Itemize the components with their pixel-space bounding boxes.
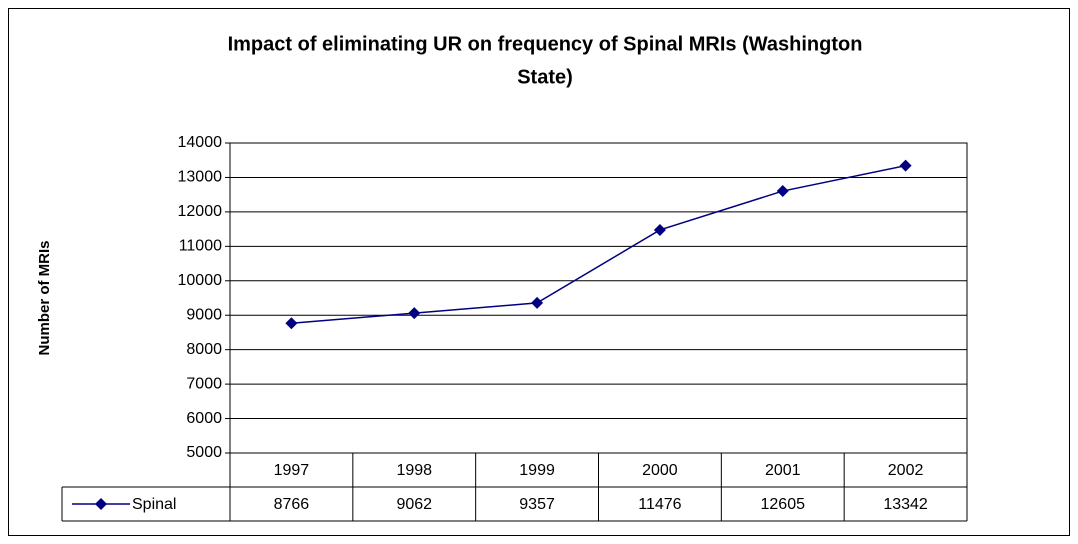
data-point xyxy=(899,159,912,172)
series-line xyxy=(291,164,906,325)
y-tick-label: 12000 xyxy=(178,203,223,220)
table-value: 12605 xyxy=(761,496,806,513)
y-tick-label: 5000 xyxy=(186,444,222,461)
y-tick-label: 6000 xyxy=(186,410,222,427)
data-point xyxy=(653,223,666,236)
x-tick-label: 2002 xyxy=(888,462,924,479)
chart-title: State) xyxy=(517,66,573,88)
x-tick-label: 2000 xyxy=(642,462,678,479)
data-point xyxy=(776,185,789,198)
legend-label: Spinal xyxy=(132,496,176,513)
table-value: 8766 xyxy=(274,496,310,513)
y-tick-label: 14000 xyxy=(178,134,223,151)
y-tick-label: 13000 xyxy=(178,169,223,186)
x-tick-label: 1998 xyxy=(396,462,432,479)
plot-area xyxy=(229,142,968,454)
x-tick-label: 2001 xyxy=(765,462,801,479)
y-tick-label: 7000 xyxy=(186,375,222,392)
chart-title: Impact of eliminating UR on frequency of… xyxy=(228,33,863,55)
x-tick-label: 1999 xyxy=(519,462,555,479)
x-tick-label: 1997 xyxy=(274,462,310,479)
data-point xyxy=(408,307,421,320)
y-tick-label: 9000 xyxy=(186,306,222,323)
y-tick-label: 11000 xyxy=(179,238,222,255)
data-point xyxy=(531,296,544,309)
legend-marker xyxy=(95,498,107,510)
table-value: 9357 xyxy=(519,496,555,513)
table-value: 9062 xyxy=(396,496,432,513)
y-tick-label: 8000 xyxy=(186,341,222,358)
y-axis-title: Number of MRIs xyxy=(36,240,53,355)
table-value: 11476 xyxy=(638,496,681,513)
data-point xyxy=(285,317,298,330)
y-tick-label: 10000 xyxy=(178,272,223,289)
table-value: 13342 xyxy=(883,496,928,513)
